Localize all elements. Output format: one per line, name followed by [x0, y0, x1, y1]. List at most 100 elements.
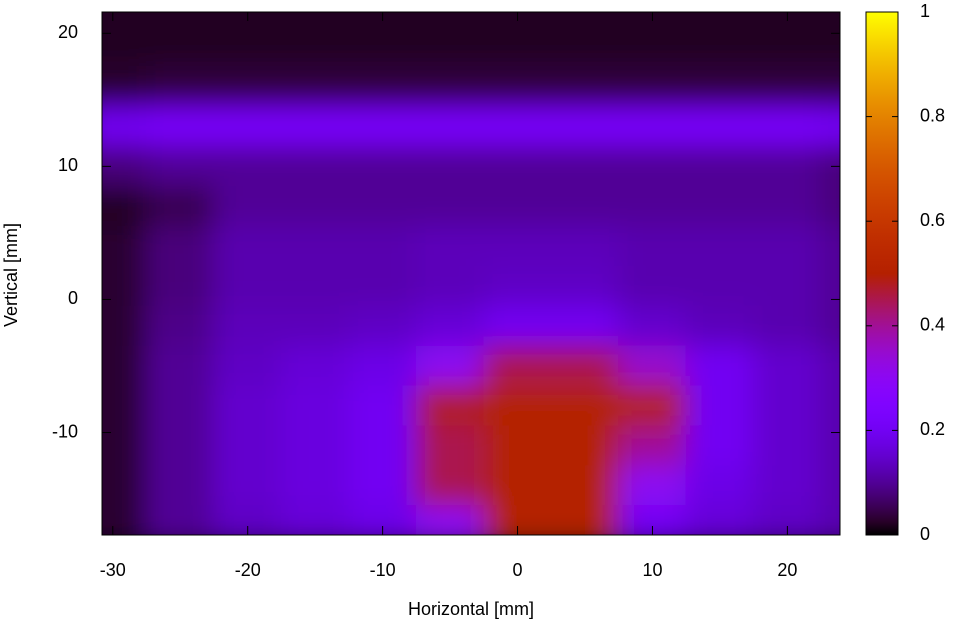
heat-cell	[685, 385, 755, 427]
heat-cell	[102, 225, 148, 267]
heat-cell	[685, 105, 755, 147]
heat-cell	[618, 465, 687, 507]
y-axis-label: Vertical [mm]	[1, 223, 21, 327]
y-tick-label: 0	[68, 288, 78, 308]
heat-cell	[618, 225, 687, 267]
heat-cell	[146, 225, 215, 267]
heat-cell	[102, 465, 148, 507]
y-tick-label: 20	[58, 22, 78, 42]
heat-cell	[550, 105, 620, 147]
heat-cell	[146, 385, 215, 427]
heat-cell	[753, 66, 822, 107]
heat-cell	[753, 225, 822, 267]
heat-cell	[415, 505, 485, 535]
heat-cell	[820, 66, 840, 107]
heat-cell	[820, 265, 840, 307]
heat-cell	[550, 385, 620, 427]
heat-cell	[685, 26, 755, 68]
heat-cell	[753, 26, 822, 68]
heat-cell	[550, 505, 620, 535]
y-tick-label: -10	[52, 421, 78, 441]
colorbar-tick-label: 0.6	[920, 210, 945, 230]
heat-cell	[753, 185, 822, 227]
heat-cell	[618, 345, 687, 387]
heat-cell	[348, 105, 417, 147]
heat-cell	[146, 26, 215, 68]
heat-cell	[348, 66, 417, 107]
heat-cell	[483, 265, 552, 307]
heat-cell	[820, 26, 840, 68]
heat-cell	[213, 305, 282, 347]
colorbar-tick-label: 0.4	[920, 315, 945, 335]
heat-cell	[348, 265, 417, 307]
heat-cell	[146, 105, 215, 147]
heat-cell	[280, 145, 350, 187]
heat-cell	[685, 265, 755, 307]
heat-cell	[618, 145, 687, 187]
heat-cell	[550, 425, 620, 467]
heat-cell	[483, 305, 552, 347]
heat-cell	[483, 425, 552, 467]
heat-cell	[415, 305, 485, 347]
heat-cell	[550, 345, 620, 387]
heat-cell	[550, 66, 620, 107]
heat-cell	[102, 145, 148, 187]
heat-cell	[618, 425, 687, 467]
heat-cell	[820, 385, 840, 427]
heat-cell	[618, 185, 687, 227]
heat-cell	[415, 465, 485, 507]
x-tick-label: -20	[235, 560, 261, 580]
heat-cell	[483, 505, 552, 535]
heat-cell	[483, 385, 552, 427]
heat-cell	[348, 145, 417, 187]
heat-cell	[415, 425, 485, 467]
x-tick-label: 20	[777, 560, 797, 580]
heat-cell	[213, 225, 282, 267]
heat-cell	[550, 145, 620, 187]
colorbar-tick-label: 0.2	[920, 419, 945, 439]
heat-cell	[820, 305, 840, 347]
heat-cell	[685, 425, 755, 467]
heat-cell	[550, 465, 620, 507]
heat-cell	[213, 105, 282, 147]
heat-cell	[753, 265, 822, 307]
x-tick-label: 0	[513, 560, 523, 580]
heat-cell	[102, 26, 148, 68]
heat-cell	[685, 145, 755, 187]
heat-cell	[415, 265, 485, 307]
heatmap	[102, 12, 840, 535]
heat-cell	[820, 425, 840, 467]
heat-cell	[753, 145, 822, 187]
heat-cell	[550, 12, 620, 28]
heat-cell	[348, 345, 417, 387]
heat-cell	[820, 105, 840, 147]
heat-cell	[415, 145, 485, 187]
heat-cell	[753, 305, 822, 347]
heat-cell	[820, 145, 840, 187]
heat-cell	[618, 105, 687, 147]
heat-cell	[483, 26, 552, 68]
heat-cell	[102, 305, 148, 347]
heat-cell	[146, 465, 215, 507]
heat-cell	[415, 105, 485, 147]
heat-cell	[102, 385, 148, 427]
heat-cell	[618, 305, 687, 347]
heat-cell	[685, 305, 755, 347]
heat-cell	[280, 12, 350, 28]
heat-cell	[280, 505, 350, 535]
heat-cell	[146, 185, 215, 227]
heat-cell	[685, 465, 755, 507]
colorbar-tick-label: 0.8	[920, 105, 945, 125]
heat-cell	[618, 66, 687, 107]
heat-cell	[753, 105, 822, 147]
heat-cell	[753, 385, 822, 427]
heat-cell	[550, 26, 620, 68]
x-axis-label: Horizontal [mm]	[408, 599, 534, 619]
heat-cell	[146, 145, 215, 187]
heat-cell	[213, 345, 282, 387]
heat-cell	[820, 505, 840, 535]
heat-cell	[280, 385, 350, 427]
heat-cell	[280, 66, 350, 107]
heat-cell	[348, 185, 417, 227]
